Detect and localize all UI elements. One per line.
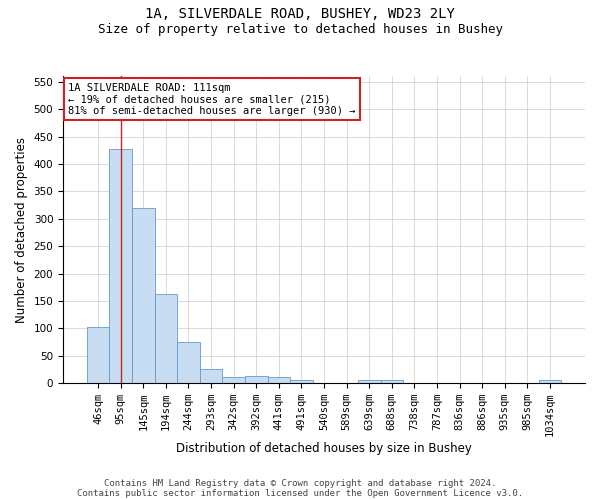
Bar — [223, 377, 245, 383]
Bar — [358, 380, 380, 383]
Text: 1A SILVERDALE ROAD: 111sqm
← 19% of detached houses are smaller (215)
81% of sem: 1A SILVERDALE ROAD: 111sqm ← 19% of deta… — [68, 82, 356, 116]
Bar — [87, 327, 109, 383]
Bar — [109, 150, 132, 383]
Bar — [245, 376, 268, 383]
Text: Contains HM Land Registry data © Crown copyright and database right 2024.: Contains HM Land Registry data © Crown c… — [104, 478, 496, 488]
Bar — [268, 377, 290, 383]
Text: 1A, SILVERDALE ROAD, BUSHEY, WD23 2LY: 1A, SILVERDALE ROAD, BUSHEY, WD23 2LY — [145, 8, 455, 22]
Bar — [380, 380, 403, 383]
Bar — [155, 294, 177, 383]
Text: Size of property relative to detached houses in Bushey: Size of property relative to detached ho… — [97, 22, 503, 36]
Bar — [200, 368, 223, 383]
Bar — [539, 380, 561, 383]
Y-axis label: Number of detached properties: Number of detached properties — [15, 136, 28, 322]
Bar — [132, 208, 155, 383]
X-axis label: Distribution of detached houses by size in Bushey: Distribution of detached houses by size … — [176, 442, 472, 455]
Text: Contains public sector information licensed under the Open Government Licence v3: Contains public sector information licen… — [77, 488, 523, 498]
Bar — [177, 342, 200, 383]
Bar — [290, 380, 313, 383]
